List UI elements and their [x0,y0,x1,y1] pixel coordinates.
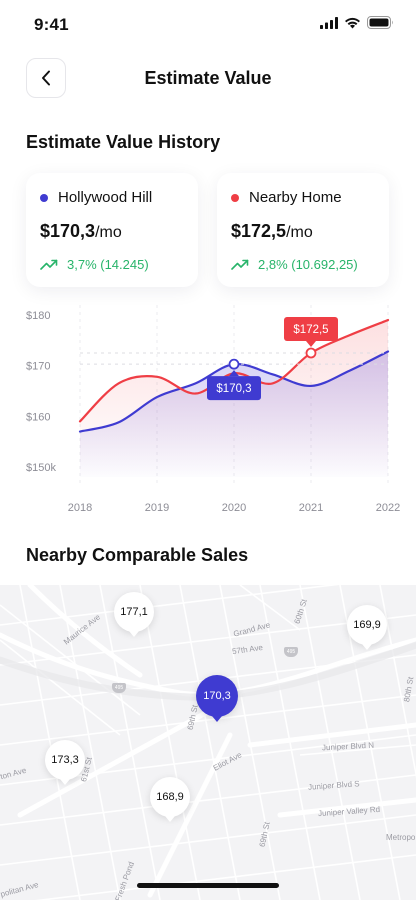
trending-up-icon [231,259,249,270]
status-time: 9:41 [34,15,69,34]
price-change: 2,8% (10.692,25) [258,257,358,272]
street-label: Metropo [386,833,416,842]
tooltip-label: $172,5 [293,324,328,336]
series-color-dot [231,193,239,202]
property-price: $172,5/mo [231,221,313,241]
value-tooltip: $172,5 [284,317,338,347]
y-tick-label: $180 [26,310,50,322]
x-tick-label: 2022 [376,502,400,514]
tooltip-label: $170,3 [216,383,251,395]
map-roads [0,585,416,900]
price-change: 3,7% (14.245) [67,257,149,272]
status-icons [320,16,394,29]
property-price: $170,3/mo [40,221,122,241]
y-tick-label: $160 [26,411,50,423]
x-tick-label: 2019 [145,502,169,514]
price-unit: /mo [95,224,122,241]
map-price-marker[interactable]: 177,1 [114,592,154,637]
history-section-title: Estimate Value History [26,132,221,152]
comparable-sales-map[interactable]: 495 495 Maurice Ave Grand Ave 57th Ave 6… [0,585,416,900]
wifi-icon [345,17,360,28]
battery-icon [367,16,393,29]
route-shield-icon: 495 [112,683,126,693]
tooltip-point[interactable] [305,347,317,359]
cellular-signal-icon [320,16,338,29]
x-tick-label: 2020 [222,502,246,514]
y-tick-label: $150k [26,462,56,474]
tooltip-point[interactable] [228,358,240,370]
value-history-chart[interactable]: $180 $170 $160 $150k 2018 2019 2020 2021 2022 $… [0,300,416,530]
map-price-marker-selected[interactable]: 170,3 [196,675,238,722]
map-price-marker[interactable]: 169,9 [347,605,387,650]
x-tick-label: 2018 [68,502,92,514]
page-title: Estimate Value [144,68,272,88]
price-unit: /mo [286,224,313,241]
map-price-marker[interactable]: 168,9 [150,777,190,822]
map-price-marker[interactable]: 173,3 [45,740,85,785]
x-tick-label: 2021 [299,502,323,514]
home-indicator[interactable] [137,883,279,888]
nearby-section-title: Nearby Comparable Sales [26,545,249,565]
y-tick-label: $170 [26,361,50,373]
header: Estimate Value [0,56,416,100]
chevron-left-icon [42,70,50,86]
route-shield-icon: 495 [284,647,298,657]
chart-svg: $180 $170 $160 $150k 2018 2019 2020 2021 2022 $… [26,305,400,514]
value-tooltip: $170,3 [207,370,261,401]
back-button[interactable] [26,58,66,98]
property-card-nearby-home[interactable]: Nearby Home $172,5/mo 2,8% (10.692,25) [217,173,389,287]
series-color-dot [40,193,48,202]
series-area-0 [80,351,388,477]
property-name: Hollywood Hill [58,189,153,206]
property-name: Nearby Home [249,189,342,206]
property-card-hollywood-hill[interactable]: Hollywood Hill $170,3/mo 3,7% (14.245) [26,173,198,287]
trending-up-icon [40,259,58,270]
status-bar: 9:41 [0,0,416,48]
